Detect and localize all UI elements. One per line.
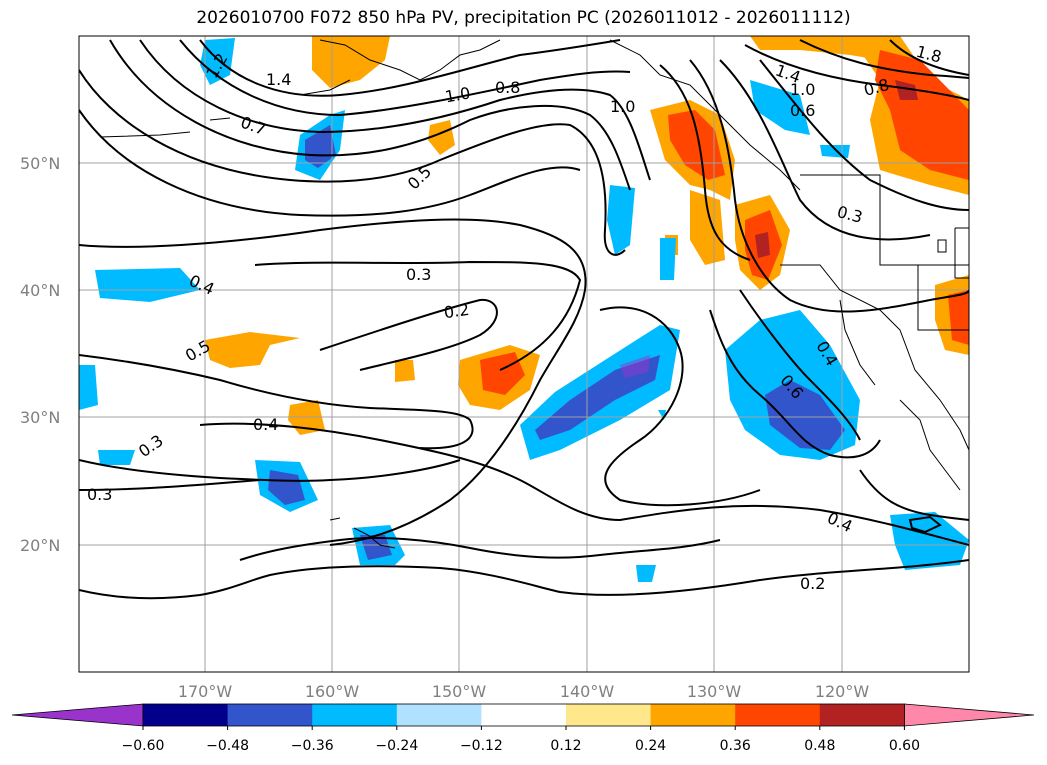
colorbar-tick-label: −0.24 [375,738,418,754]
lon-tick-labels: 170°W 160°W 150°W 140°W 130°W 120°W [178,682,870,701]
lon-tick-label: 130°W [687,682,742,701]
coastlines [99,39,969,549]
colorbar-segment [396,704,482,726]
contour-label: 0.4 [253,415,278,434]
lon-tick-label: 140°W [560,682,615,701]
colorbar-segment [650,704,736,726]
colorbar-tick-label: 0.48 [804,738,835,754]
colorbar-segment [481,704,567,726]
lat-tick-label: 50°N [20,154,60,173]
map-area: 1.2 1.4 0.7 1.0 0.8 0.5 1.0 1.4 1.0 0.6 … [79,36,969,672]
map-title: 2026010700 F072 850 hPa PV, precipitatio… [196,8,851,28]
colorbar-extend-low [11,703,144,727]
lon-tick-label: 120°W [815,682,870,701]
contour-label: 1.0 [790,80,815,99]
contour-label: 1.0 [610,97,635,116]
contour-label: 1.0 [443,83,471,106]
colorbar-tick-label: −0.48 [206,738,249,754]
colorbar-tick-label: 0.60 [889,738,920,754]
colorbar-segment [312,704,398,726]
lat-tick-labels: 50°N 40°N 30°N 20°N [20,154,60,555]
lon-tick-label: 150°W [432,682,487,701]
colorbar-tick-label: −0.36 [291,738,334,754]
lat-tick-label: 30°N [20,408,60,427]
lat-tick-label: 20°N [20,536,60,555]
lon-tick-label: 160°W [305,682,360,701]
colorbar-tick-label: 0.24 [635,738,666,754]
colorbar-segment [735,704,821,726]
contour-label: 0.3 [87,485,112,504]
colorbar-tick-label: 0.36 [720,738,751,754]
contour-label: 0.6 [790,101,815,120]
map-frame [78,35,970,673]
colorbar-segment [566,704,652,726]
colorbar-segment [143,704,229,726]
contour-label: 1.4 [266,70,291,89]
colorbar: −0.60 −0.48 −0.36 −0.24 −0.12 0.12 0.24 0.36 0.4… [11,703,1035,754]
colorbar-outline [142,703,905,727]
lon-tick-label: 170°W [178,682,233,701]
colorbar-tick-label: −0.12 [460,738,503,754]
contour-label: 0.8 [495,78,520,97]
contour-label: 0.2 [443,300,471,322]
colorbar-tick-label: 0.12 [550,738,581,754]
colorbar-extend-high [904,703,1035,727]
contour-label: 0.3 [406,265,431,284]
contour-label: 0.2 [800,574,825,593]
pv-contours [79,39,969,600]
graticule [79,36,969,672]
lat-tick-label: 40°N [20,281,60,300]
colorbar-segment [227,704,313,726]
colorbar-segment [819,704,905,726]
colorbar-tick-label: −0.60 [122,738,165,754]
